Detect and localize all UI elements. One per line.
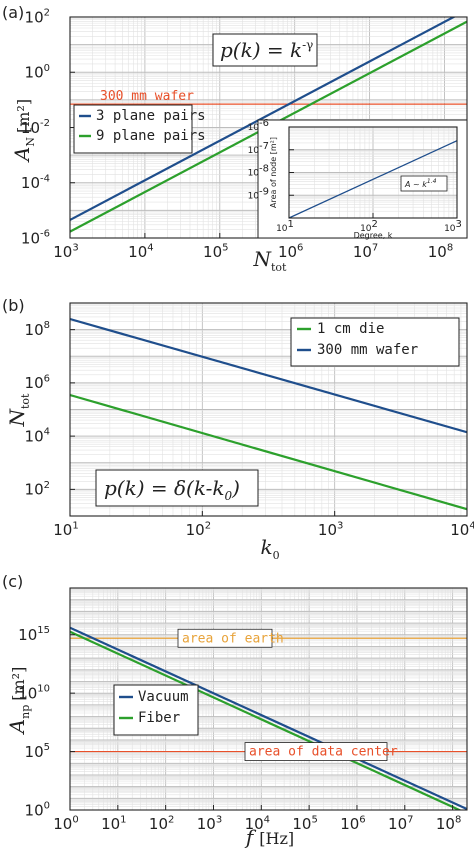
x-tick-label: 100 — [53, 814, 78, 833]
y-tick-label: 10-2 — [21, 118, 50, 137]
panel-label-a: (a) — [2, 3, 24, 22]
legend-label-0: Vacuum — [138, 689, 189, 705]
x-tick-label: 107 — [388, 814, 413, 833]
x-tick-label: 102 — [149, 814, 174, 833]
legend-label-0: 3 plane pairs — [96, 108, 206, 124]
inset-annotation: A ~ k1.4 — [404, 178, 437, 189]
legend-label-1: 9 plane pairs — [96, 128, 206, 144]
y-tick-label: 106 — [25, 373, 50, 392]
ref-label-1: area of data center — [249, 745, 398, 760]
plot-area — [70, 317, 467, 511]
ref-label-0: 300 mm wafer — [100, 89, 194, 104]
formula: p(k) = δ(k-k0) — [104, 476, 240, 503]
legend-box — [290, 317, 460, 367]
y-tick-label: 10-6 — [21, 229, 50, 248]
panel-label-c: (c) — [2, 572, 23, 591]
x-tick-label: 102 — [186, 520, 211, 539]
y-tick-label: 1010 — [18, 684, 50, 703]
series-line-0 — [70, 393, 467, 511]
y-tick-label: 100 — [25, 801, 50, 820]
y-tick-label: 102 — [25, 8, 50, 27]
y-tick-label: 10-9 — [248, 186, 269, 201]
x-tick-label: 103 — [197, 814, 222, 833]
y-tick-label: 108 — [25, 320, 50, 339]
formula-box — [95, 469, 259, 507]
inset: 101 102 103 10-9 10-8 10-7 10-6 Degree, k Area o… — [248, 118, 468, 240]
x-tick-label: 101 — [53, 520, 78, 539]
y-tick-label: 10-6 — [248, 118, 269, 133]
x-tick-label: 108 — [428, 242, 453, 261]
legend-label-1: 300 mm wafer — [317, 342, 418, 358]
series-line-0 — [70, 626, 467, 810]
ref-label-0: area of earth — [182, 631, 284, 646]
y-tick-label: 104 — [25, 427, 50, 446]
x-tick-label: 107 — [353, 242, 378, 261]
legend-box — [73, 104, 193, 154]
x-tick-label: 103 — [444, 219, 462, 234]
panel-label-b: (b) — [2, 296, 25, 315]
plot-frame — [69, 302, 468, 517]
y-tick-label: 100 — [25, 63, 50, 82]
x-tick-label: 108 — [436, 814, 461, 833]
x-axis-label: Ntot — [253, 247, 288, 274]
y-tick-label: 10-8 — [248, 164, 269, 179]
x-axis-label: f [Hz] — [244, 825, 294, 849]
x-tick-label: 104 — [450, 520, 474, 539]
x-tick-label: 101 — [101, 814, 126, 833]
ref-label-box-0 — [177, 628, 273, 648]
x-tick-label: 104 — [245, 814, 270, 833]
x-tick-label: 105 — [203, 242, 228, 261]
y-axis-label: Anp[m²] — [5, 667, 32, 736]
x-tick-label: 103 — [53, 242, 78, 261]
series-line-1 — [70, 630, 462, 810]
inset-annotation-box — [400, 175, 448, 192]
y-tick-label: 10-4 — [21, 173, 50, 192]
y-axis-label: Ntot — [5, 393, 32, 428]
panel-a: 300 mm wafer 103 104 105 106 107 108 10-6 10-4 10… — [10, 8, 468, 274]
panel-c: area of earth area of data center 100 101 10… — [5, 587, 468, 849]
series-line-0 — [70, 17, 457, 221]
x-axis-label: k0 — [260, 535, 279, 562]
x-tick-label: 104 — [128, 242, 153, 261]
x-tick-label: 106 — [278, 242, 303, 261]
legend-label-0: 1 cm die — [317, 321, 384, 337]
series-line-1 — [70, 317, 467, 434]
legend-box — [113, 684, 199, 736]
y-tick-label: 1015 — [18, 625, 50, 644]
x-tick-label: 103 — [318, 520, 343, 539]
y-axis-label: AN[m²] — [10, 99, 37, 163]
legend-label-1: Fiber — [138, 710, 180, 726]
y-tick-label: 105 — [25, 742, 50, 761]
y-tick-label: 10-7 — [248, 141, 269, 156]
formula-box — [212, 33, 318, 67]
x-tick-label: 101 — [276, 219, 294, 234]
inset-y-label: Area of node [m²] — [269, 137, 278, 208]
formula: p(k) = k-γ — [220, 38, 313, 62]
inset-plot-area — [289, 140, 457, 218]
plot-frame — [69, 587, 468, 811]
x-tick-label: 102 — [360, 219, 378, 234]
ref-label-box-1 — [244, 742, 388, 761]
panel-b: 101 102 103 104 102 104 106 108 k0 Ntot 1 cm die 30… — [5, 302, 474, 562]
inset-x-label: Degree, k — [354, 231, 393, 240]
series-line-0 — [289, 140, 457, 218]
x-tick-label: 106 — [340, 814, 365, 833]
x-tick-label: 105 — [292, 814, 317, 833]
y-tick-label: 102 — [25, 480, 50, 499]
